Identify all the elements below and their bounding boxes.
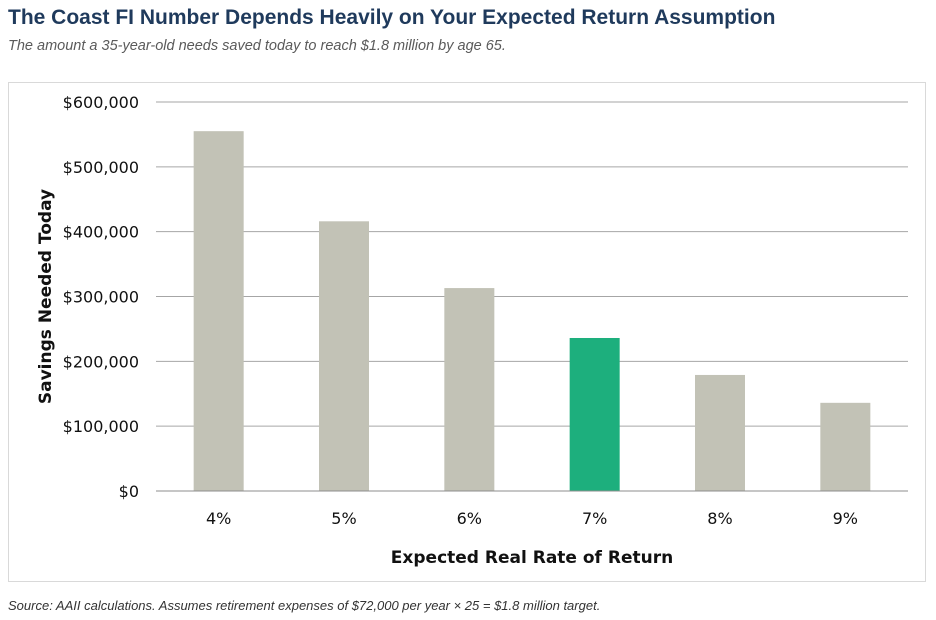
bar-9pct: [820, 402, 871, 491]
y-tick-labels: $0 $100,000 $200,000 $300,000 $400,000 $500,0…: [63, 93, 139, 501]
y-tick-label: $0: [119, 482, 139, 501]
bar-7pct: [569, 337, 620, 491]
chart-subtitle: The amount a 35-year-old needs saved tod…: [8, 38, 506, 54]
y-tick-label: $500,000: [63, 158, 139, 177]
x-tick-label: 6%: [457, 509, 482, 528]
y-tick-label: $100,000: [63, 417, 139, 436]
bar-chart: $0 $100,000 $200,000 $300,000 $400,000 $500,0…: [36, 93, 908, 568]
source-note: Source: AAII calculations. Assumes retir…: [8, 598, 601, 613]
bar-6pct: [444, 288, 495, 491]
x-tick-label: 7%: [582, 509, 607, 528]
x-tick-labels: 4% 5% 6% 7% 8% 9%: [206, 509, 858, 528]
gridlines: [156, 101, 908, 427]
y-tick-label: $400,000: [63, 223, 139, 242]
x-axis-title: Expected Real Rate of Return: [391, 548, 673, 568]
y-tick-label: $300,000: [63, 288, 139, 307]
y-tick-label: $600,000: [63, 93, 139, 112]
chart-frame: $0 $100,000 $200,000 $300,000 $400,000 $500,0…: [8, 82, 926, 582]
x-tick-label: 9%: [833, 509, 858, 528]
bars: [193, 131, 871, 492]
bar-4pct: [193, 131, 244, 492]
x-tick-label: 5%: [331, 509, 356, 528]
x-tick-label: 8%: [707, 509, 732, 528]
chart-title: The Coast FI Number Depends Heavily on Y…: [8, 6, 776, 29]
bar-8pct: [695, 374, 745, 491]
bar-5pct: [319, 221, 369, 491]
x-tick-label: 4%: [206, 509, 231, 528]
y-axis-title: Savings Needed Today: [36, 189, 56, 404]
y-tick-label: $200,000: [63, 352, 139, 371]
